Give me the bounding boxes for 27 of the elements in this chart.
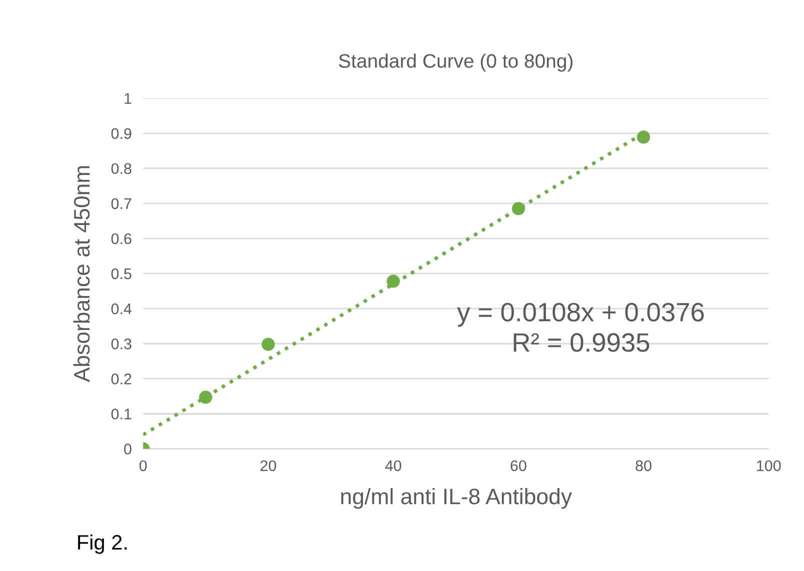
- y-tick-label: 0.3: [111, 338, 132, 350]
- y-tick-label: 0.5: [111, 268, 132, 280]
- x-axis-title: ng/ml anti IL-8 Antibody: [341, 488, 572, 509]
- y-tick-label: 0: [124, 444, 132, 454]
- x-tick-label: 40: [385, 460, 402, 472]
- y-tick-label: 0.9: [111, 128, 132, 139]
- x-tick-label: 100: [757, 460, 781, 472]
- x-tick-label: 0: [139, 460, 147, 472]
- annotation: y = 0.0108x + 0.0376 R² = 0.9935: [457, 302, 704, 352]
- point: [386, 274, 400, 288]
- y-tick-label: 0.4: [111, 303, 132, 314]
- y-tick-label: 0.2: [111, 374, 132, 384]
- chart-title: Standard Curve (0 to 80ng): [338, 54, 572, 72]
- x-tick-label: 20: [260, 460, 276, 472]
- point: [636, 130, 650, 144]
- y-axis-title: Absorbance at 450nm: [73, 166, 90, 382]
- point: [199, 390, 212, 404]
- caption: Fig 2.: [78, 534, 127, 554]
- y-tick-label: 0.1: [111, 408, 132, 420]
- x-tick-label: 80: [636, 460, 652, 472]
- y-tick-label: 1: [124, 93, 132, 104]
- y-tick-label: 0.7: [111, 198, 132, 210]
- x-tick-label: 60: [510, 460, 526, 472]
- y-tick-label: 0.8: [111, 163, 132, 174]
- y-tick-label: 0.6: [111, 233, 132, 244]
- point: [262, 338, 275, 351]
- point: [512, 202, 526, 216]
